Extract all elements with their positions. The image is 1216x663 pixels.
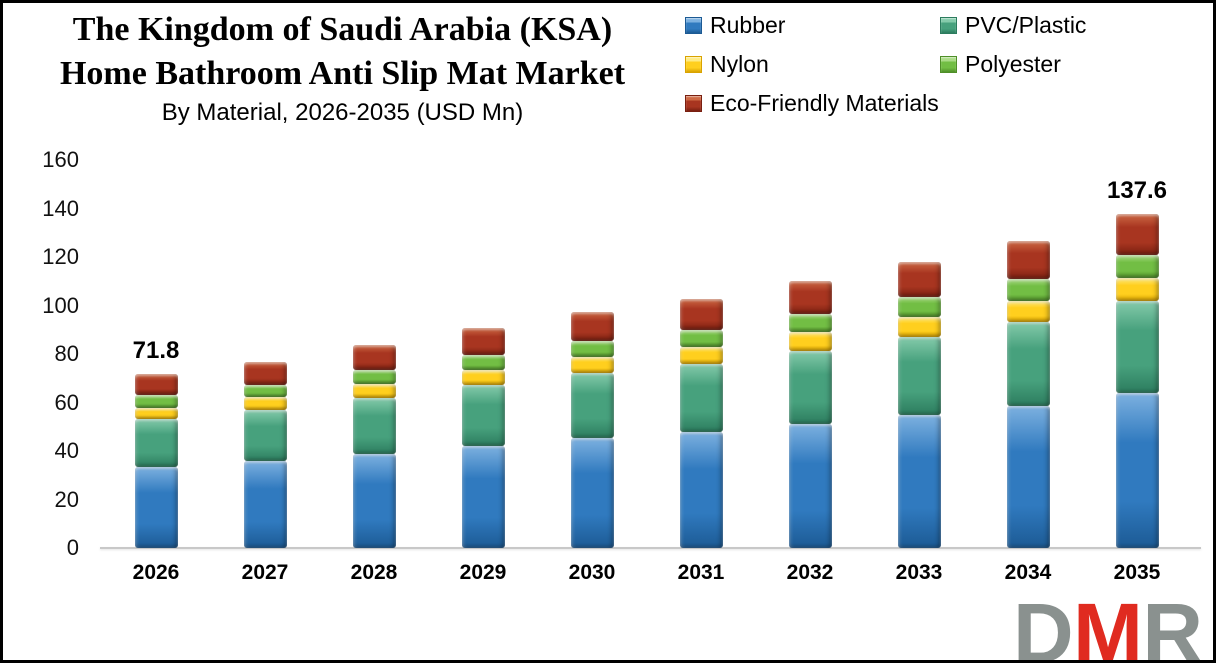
bar-segment-polyester [788, 313, 832, 333]
bar-segment-polyester [461, 354, 505, 370]
dmr-logo-letter-d: D [1012, 586, 1074, 663]
bar-segment-rubber [243, 461, 287, 548]
bar-segment-nylon [897, 317, 941, 338]
bar-segment-rubber [461, 445, 505, 548]
y-axis-tick-label: 80 [54, 341, 79, 366]
bar-segment-rubber [788, 423, 832, 548]
bar-segment-polyester [243, 384, 287, 398]
dmr-logo-letter-r: R [1142, 586, 1203, 663]
bar-segment-pvc-plastic [570, 373, 614, 439]
bar-segment-pvc-plastic [1006, 321, 1050, 406]
x-axis-label: 2027 [241, 561, 289, 584]
bar-segment-nylon [1006, 300, 1050, 322]
bar-segment-eco-friendly-materials [570, 311, 614, 341]
bar-segment-nylon [243, 397, 287, 411]
bar-segment-pvc-plastic [1115, 301, 1159, 393]
bar-segment-eco-friendly-materials [461, 327, 505, 355]
bar-segment-pvc-plastic [352, 398, 396, 454]
y-axis-tick-label: 0 [66, 535, 79, 560]
bar-segment-polyester [570, 340, 614, 358]
x-axis-label: 2034 [1004, 561, 1052, 584]
bar-segment-eco-friendly-materials [1006, 241, 1050, 280]
bar-segment-nylon [461, 370, 505, 386]
bar-total-label: 71.8 [132, 336, 180, 364]
bar-segment-eco-friendly-materials [679, 299, 723, 330]
bar-segment-eco-friendly-materials [897, 262, 941, 298]
bar-segment-eco-friendly-materials [243, 361, 287, 385]
x-axis-label: 2035 [1113, 561, 1161, 584]
bar-segment-polyester [134, 395, 178, 408]
x-axis-label: 2029 [459, 561, 507, 584]
bar-segment-pvc-plastic [679, 364, 723, 433]
bar-segment-rubber [1115, 392, 1159, 548]
y-axis-tick-label: 40 [54, 438, 79, 463]
chart-title-line-1: The Kingdom of Saudi Arabia (KSA) [72, 11, 613, 48]
bar-segment-rubber [1006, 405, 1050, 548]
bar-segment-nylon [352, 384, 396, 399]
bar-segment-nylon [788, 332, 832, 351]
chart-title: The Kingdom of Saudi Arabia (KSA) Home B… [15, 8, 670, 96]
y-axis-tick-label: 160 [42, 147, 79, 172]
bar-segment-eco-friendly-materials [134, 373, 178, 396]
bar-segment-polyester [1006, 279, 1050, 301]
x-axis-label: 2030 [568, 561, 616, 584]
plot-area: 0 20 40 60 80 100 120 140 160 2026 2027 2028 2029 203… [3, 3, 1213, 660]
bar-segment-polyester [679, 329, 723, 347]
x-axis-line [100, 547, 1201, 549]
bar-segment-nylon [1115, 278, 1159, 302]
bar-segment-nylon [134, 407, 178, 420]
bar-total-label: 137.6 [1106, 177, 1168, 205]
chart-subtitle: By Material, 2026-2035 (USD Mn) [161, 99, 524, 126]
bar-segment-polyester [1115, 255, 1159, 279]
y-axis-tick-label: 140 [42, 195, 79, 221]
y-axis-tick-label: 100 [42, 292, 79, 318]
chart-title-line-2: Home Bathroom Anti Slip Mat Market [59, 55, 626, 92]
y-axis-tick-label: 20 [54, 486, 79, 512]
bar-segment-pvc-plastic [788, 350, 832, 424]
bar-segment-nylon [570, 357, 614, 374]
bar-segment-polyester [352, 370, 396, 385]
bar-segment-eco-friendly-materials [1115, 214, 1159, 256]
x-axis-label: 2033 [895, 561, 943, 584]
dmr-logo: D M R [1012, 586, 1203, 663]
x-axis-label: 2031 [677, 561, 725, 584]
x-axis-label: 2032 [786, 561, 834, 584]
y-axis-tick-label: 120 [42, 244, 79, 269]
bar-segment-eco-friendly-materials [352, 345, 396, 371]
bar-segment-polyester [897, 297, 941, 318]
bar-segment-rubber [897, 415, 941, 548]
bar-segment-nylon [679, 346, 723, 365]
bar-segment-pvc-plastic [897, 337, 941, 416]
x-axis-label: 2026 [132, 561, 180, 584]
bar-segment-pvc-plastic [243, 410, 287, 462]
x-axis-label: 2028 [350, 561, 398, 584]
bar-segment-pvc-plastic [134, 419, 178, 468]
bar-segment-pvc-plastic [461, 385, 505, 446]
bar-segment-rubber [352, 453, 396, 548]
dmr-logo-letter-m: M [1073, 586, 1143, 663]
bar-segment-eco-friendly-materials [788, 280, 832, 314]
bar-segment-rubber [570, 438, 614, 548]
bar-segment-rubber [134, 467, 178, 548]
y-axis-tick-label: 60 [54, 389, 79, 415]
bar-segment-rubber [679, 432, 723, 548]
